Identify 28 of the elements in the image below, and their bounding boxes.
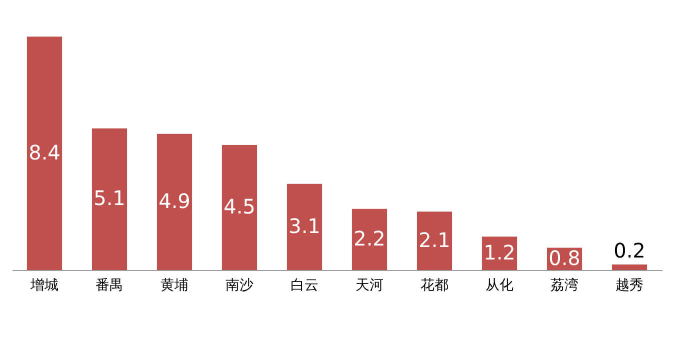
bar	[222, 145, 258, 270]
bar	[612, 264, 648, 270]
x-tick-label: 天河	[356, 278, 384, 294]
x-tick-label: 从化	[486, 278, 514, 294]
x-tick-label: 番禺	[96, 278, 124, 294]
bar	[352, 208, 388, 270]
data-label: 2.1	[418, 228, 450, 252]
x-tick-label: 白云	[290, 278, 318, 294]
bar	[92, 128, 128, 270]
x-tick-label: 花都	[420, 278, 448, 294]
data-label: 3.1	[288, 214, 320, 238]
data-label: 4.5	[224, 194, 256, 218]
x-tick-label: 越秀	[616, 278, 644, 294]
data-label: 5.1	[94, 186, 126, 210]
data-label: 4.9	[158, 188, 190, 213]
bar	[26, 36, 62, 270]
bar	[286, 184, 322, 270]
bar	[156, 134, 192, 270]
data-label: 2.2	[354, 226, 386, 250]
x-tick-label: 黄埔	[160, 278, 188, 294]
data-label: 0.8	[548, 246, 580, 270]
data-label: 8.4	[28, 140, 60, 164]
x-tick-label: 增城	[30, 278, 58, 294]
x-tick-label: 南沙	[226, 278, 254, 294]
data-label: 0.2	[614, 238, 646, 262]
data-label: 1.2	[484, 240, 516, 264]
bar	[416, 212, 452, 270]
x-tick-label: 荔湾	[550, 278, 578, 294]
